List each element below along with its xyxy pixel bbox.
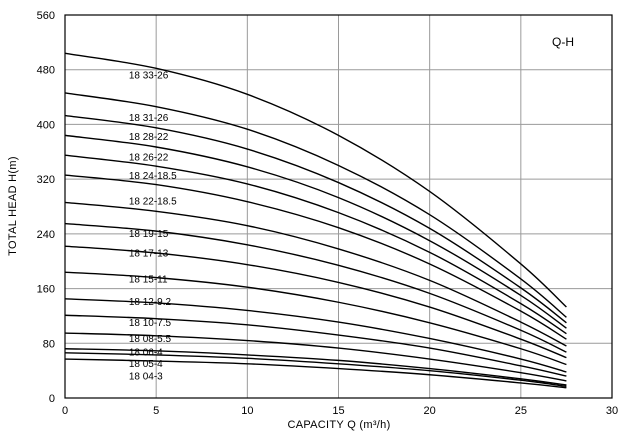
- qh-curve: [64, 92, 567, 318]
- x-tick-label: 20: [424, 405, 436, 417]
- curve-label: 18 31-26: [129, 113, 169, 124]
- y-tick-label: 400: [37, 119, 55, 131]
- qh-curve: [64, 245, 567, 359]
- qh-curve: [64, 222, 567, 353]
- plot-frame: [64, 14, 613, 399]
- y-tick-label: 80: [43, 338, 55, 350]
- qh-curve: [64, 352, 567, 388]
- y-axis-title: TOTAL HEAD H(m): [7, 156, 19, 256]
- y-tick-labels: 0 80 160 240 320 400 480 560: [37, 10, 55, 405]
- x-tick-label: 30: [606, 405, 618, 417]
- x-axis-title: CAPACITY Q (m³/h): [287, 419, 390, 431]
- chart-tag: Q-H: [552, 35, 574, 49]
- curve-label: 18 08-5.5: [129, 334, 172, 345]
- grid-lines: [65, 15, 612, 398]
- qh-curve: [64, 332, 567, 382]
- qh-curve: [64, 201, 567, 347]
- curve-label: 18 26-22: [129, 153, 169, 164]
- x-tick-label: 15: [332, 405, 344, 417]
- qh-curve: [64, 358, 567, 389]
- qh-curve: [64, 114, 567, 324]
- curve-label: 18 33-26: [129, 71, 169, 82]
- curve-label: 18 15-11: [129, 274, 168, 285]
- curve-label: 18 04-3: [129, 371, 163, 382]
- qh-curve: [64, 314, 567, 377]
- y-tick-label: 0: [49, 393, 55, 405]
- qh-curve: [64, 154, 567, 335]
- qh-curve: [64, 298, 567, 373]
- x-tick-label: 5: [153, 405, 159, 417]
- x-tick-label: 25: [515, 405, 527, 417]
- qh-curve: [64, 348, 567, 386]
- curve-label: 18 28-22: [129, 132, 169, 143]
- x-tick-labels: 0 5 10 15 20 25 30: [62, 405, 618, 417]
- x-tick-label: 10: [241, 405, 253, 417]
- curve-label: 18 17-13: [129, 248, 169, 259]
- qh-curve: [64, 52, 567, 308]
- y-tick-label: 240: [37, 229, 55, 241]
- curve-label: 18 12-9.2: [129, 297, 172, 308]
- qh-curve: [64, 174, 567, 340]
- curve-label: 18 10-7.5: [129, 318, 172, 329]
- curve-group: [64, 52, 567, 389]
- y-tick-label: 320: [37, 174, 55, 186]
- curve-label: 18 22-18.5: [129, 196, 177, 207]
- qh-curve: [64, 271, 567, 366]
- curve-label: 18 05-4: [129, 359, 163, 370]
- curve-label: 18 24-18.5: [129, 171, 177, 182]
- x-tick-label: 0: [62, 405, 68, 417]
- curve-label: 18 19-15: [129, 229, 169, 240]
- y-tick-label: 160: [37, 284, 55, 296]
- y-tick-label: 480: [37, 65, 55, 77]
- qh-curve: [64, 134, 567, 329]
- curve-label: 18 06-4: [129, 347, 163, 358]
- y-tick-label: 560: [37, 10, 55, 22]
- curve-label-group: 18 33-26 18 31-26 18 28-22 18 26-22 18 24-18…: [129, 71, 177, 383]
